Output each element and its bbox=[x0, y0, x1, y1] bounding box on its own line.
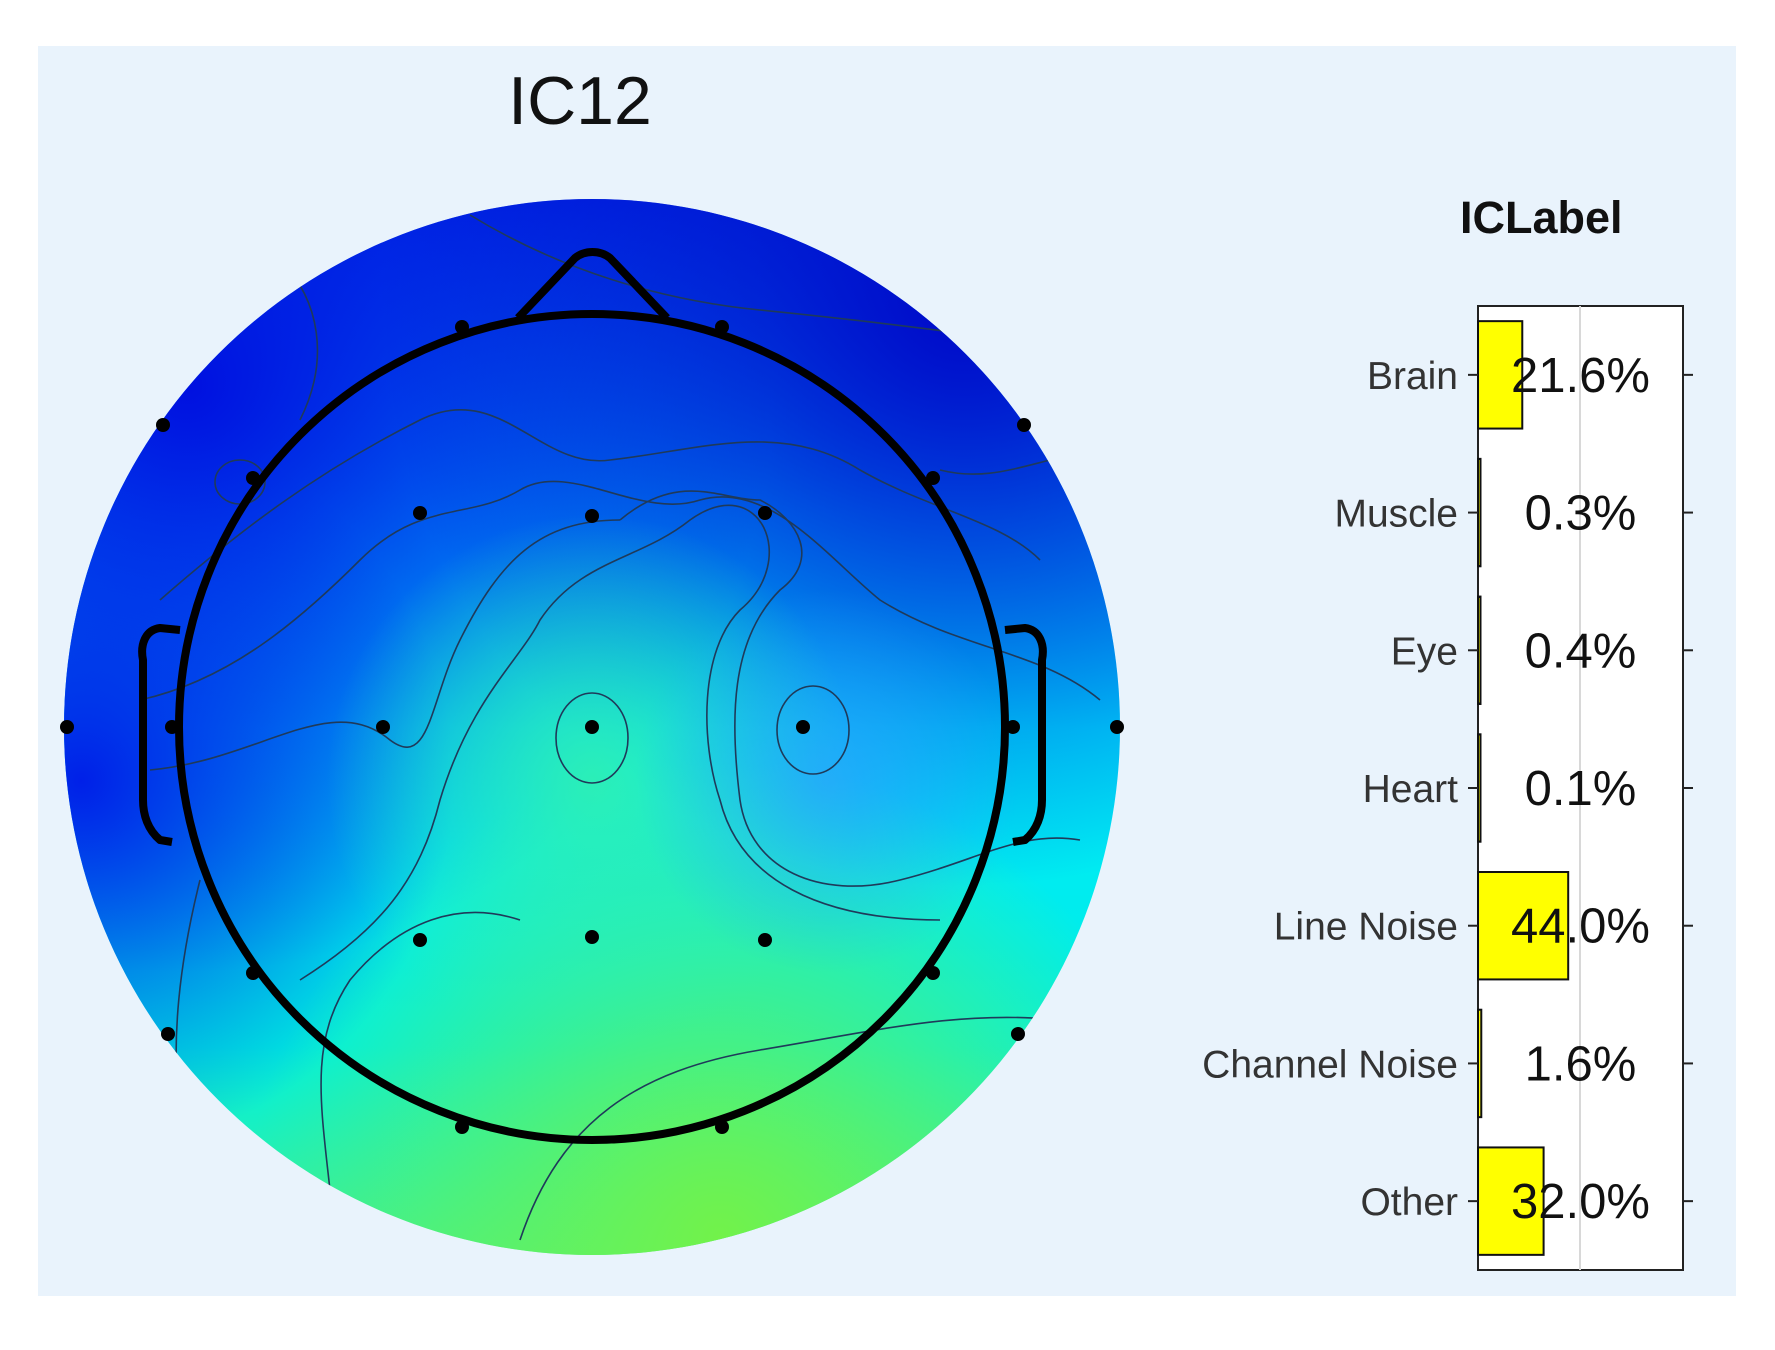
iclabel-bar bbox=[1477, 595, 1482, 705]
iclabel-value-label: 0.1% bbox=[1525, 762, 1637, 816]
electrode-marker bbox=[758, 506, 772, 520]
iclabel-category-label: Heart bbox=[1363, 768, 1459, 811]
electrode-marker bbox=[926, 471, 940, 485]
iclabel-category-label: Line Noise bbox=[1274, 906, 1458, 949]
iclabel-bar bbox=[1477, 457, 1482, 568]
electrode-marker bbox=[156, 418, 170, 432]
iclabel-value-label: 21.6% bbox=[1511, 349, 1650, 403]
iclabel-value-label: 0.3% bbox=[1525, 487, 1637, 541]
electrode-marker bbox=[246, 966, 260, 980]
contour-lines bbox=[139, 214, 1101, 1241]
right-ear-outline bbox=[1004, 624, 1047, 846]
iclabel-bar bbox=[1477, 871, 1570, 981]
iclabel-category-label: Channel Noise bbox=[1202, 1043, 1458, 1086]
electrode-marker bbox=[376, 720, 390, 734]
electrode-marker bbox=[715, 1120, 729, 1134]
iclabel-value-label: 1.6% bbox=[1525, 1037, 1637, 1091]
left-ear-outline bbox=[138, 624, 181, 846]
topography-title: IC12 bbox=[508, 63, 652, 139]
electrode-marker bbox=[165, 720, 179, 734]
iclabel-category-label: Other bbox=[1360, 1181, 1458, 1224]
iclabel-category-label: Brain bbox=[1367, 355, 1458, 398]
iclabel-value-label: 32.0% bbox=[1511, 1175, 1650, 1229]
electrode-marker bbox=[1006, 720, 1020, 734]
iclabel-value-label: 0.4% bbox=[1525, 624, 1637, 678]
iclabel-bar bbox=[1477, 733, 1482, 843]
iclabel-bar bbox=[1477, 1146, 1545, 1256]
electrode-marker bbox=[715, 320, 729, 334]
electrode-marker bbox=[455, 320, 469, 334]
electrode-marker bbox=[1110, 720, 1124, 734]
electrode-markers bbox=[60, 320, 1124, 1134]
electrode-marker bbox=[161, 1027, 175, 1041]
iclabel-category-label: Muscle bbox=[1334, 493, 1458, 536]
electrode-marker bbox=[413, 933, 427, 947]
electrode-marker bbox=[413, 506, 427, 520]
nose-outline bbox=[515, 248, 670, 321]
electrode-marker bbox=[60, 720, 74, 734]
iclabel-value-label: 44.0% bbox=[1511, 900, 1650, 954]
iclabel-bar bbox=[1477, 1008, 1483, 1119]
electrode-marker bbox=[1017, 418, 1031, 432]
electrode-marker bbox=[585, 720, 599, 734]
electrode-marker bbox=[585, 930, 599, 944]
electrode-marker bbox=[246, 471, 260, 485]
electrode-marker bbox=[455, 1120, 469, 1134]
iclabel-title: ICLabel bbox=[1460, 192, 1623, 243]
electrode-marker bbox=[1011, 1027, 1025, 1041]
iclabel-category-label: Eye bbox=[1391, 630, 1458, 673]
electrode-marker bbox=[585, 509, 599, 523]
electrode-marker bbox=[926, 966, 940, 980]
electrode-marker bbox=[758, 933, 772, 947]
iclabel-bar bbox=[1477, 320, 1524, 430]
electrode-marker bbox=[796, 720, 810, 734]
